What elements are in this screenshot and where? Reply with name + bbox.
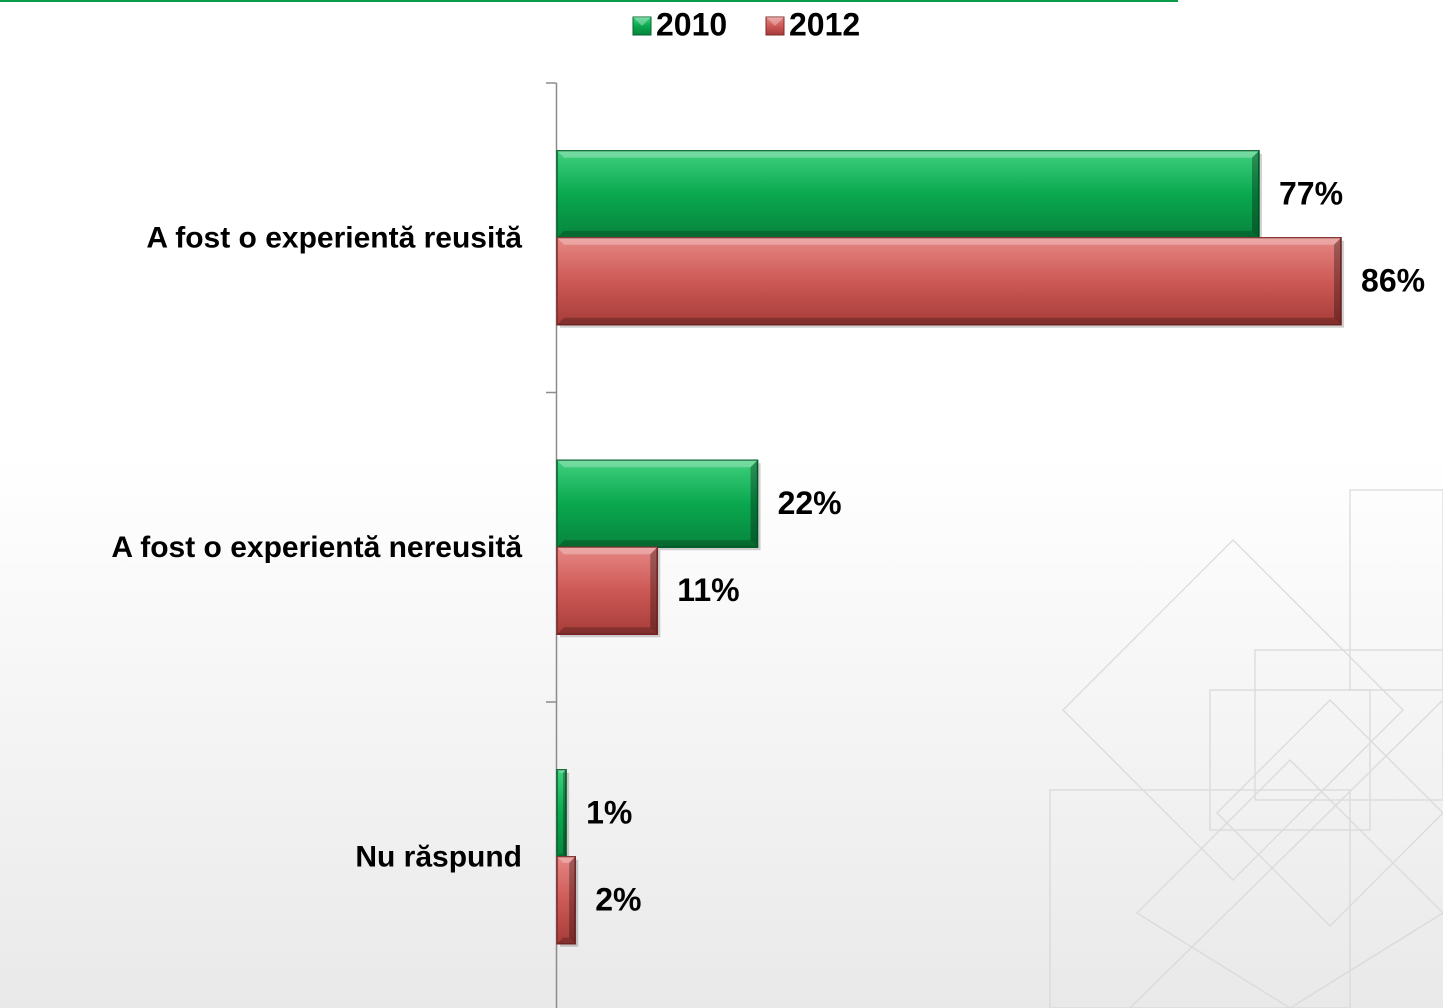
legend-label-2010: 2010: [656, 6, 727, 42]
legend: 2010 2012: [632, 6, 860, 42]
legend-swatch-2010: [632, 16, 652, 36]
category-label: A fost o experientă nereusită: [111, 531, 522, 564]
bar-2010-3: [556, 769, 570, 860]
bar-2012-2: [556, 546, 661, 638]
value-label-2012: 2%: [595, 882, 641, 918]
value-label-2010: 77%: [1279, 176, 1343, 212]
bar-2012-3: [556, 856, 579, 947]
top-rule: [0, 0, 1178, 2]
legend-label-2012: 2012: [789, 6, 860, 42]
value-label-2012: 86%: [1361, 263, 1425, 299]
category-label: A fost o experientă reusită: [146, 222, 522, 255]
bars: [556, 150, 1345, 947]
value-label-2010: 22%: [778, 485, 842, 521]
category-label: Nu răspund: [355, 841, 522, 874]
value-label-2010: 1%: [586, 795, 632, 831]
legend-swatch-2012: [765, 16, 785, 36]
bar-2010-1: [556, 150, 1262, 241]
value-label-2012: 11%: [677, 572, 739, 608]
category-axis: [546, 82, 558, 1008]
bar-2010-2: [556, 459, 761, 551]
bar-2012-1: [556, 237, 1345, 328]
background-pattern: [1049, 489, 1443, 1008]
category-labels: A fost o experientă reusită A fost o expe…: [111, 222, 522, 874]
value-labels: 77% 86% 22% 11% 1% 2%: [586, 176, 1425, 918]
